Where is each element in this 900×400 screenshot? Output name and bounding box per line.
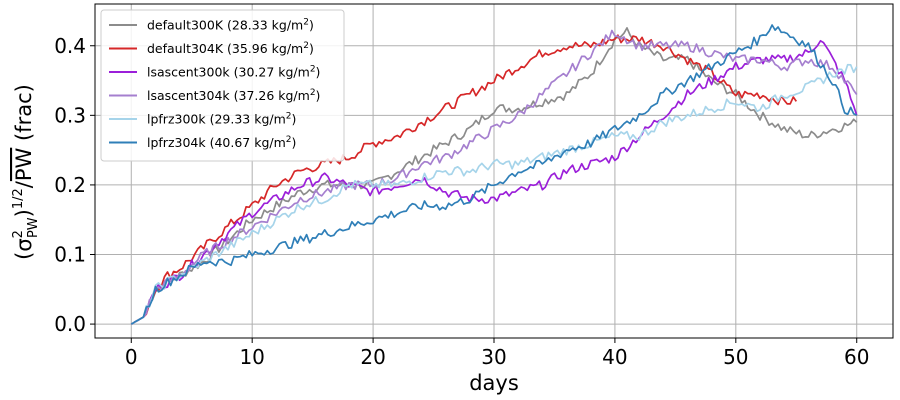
x-tick-label: 40 (602, 345, 627, 369)
legend-entry: lpfrz300k (29.33 kg/m2) (147, 112, 296, 127)
legend-entry: lsascent300k (30.27 kg/m2) (147, 65, 320, 80)
x-ticks: 0 10 20 30 40 50 60 (125, 338, 869, 369)
legend: default300K (28.33 kg/m2) default304K (35… (100, 9, 345, 162)
y-tick-label: 0.4 (54, 34, 86, 58)
legend-entry: default304K (35.96 kg/m2) (147, 41, 314, 56)
series-line-5 (130, 24, 858, 325)
svg-text:(σ2PW)1/2/PW (frac): (σ2PW)1/2/PW (frac) (11, 84, 41, 260)
y-axis-label: (σ2PW)1/2/PW (frac) (11, 84, 41, 260)
y-label-sup: 2 (11, 230, 26, 238)
y-label-pw: PW (12, 147, 36, 181)
legend-entry: lsascent304k (37.26 kg/m2) (147, 88, 320, 103)
x-tick-label: 0 (125, 345, 138, 369)
legend-entry: default300K (28.33 kg/m2) (147, 18, 314, 33)
y-label-open: (σ (12, 238, 36, 260)
y-tick-label: 0.3 (54, 103, 86, 127)
x-axis-label: days (469, 371, 519, 395)
x-tick-label: 10 (239, 345, 264, 369)
x-tick-label: 20 (360, 345, 385, 369)
y-label-frac: (frac) (12, 84, 36, 148)
x-tick-label: 60 (844, 345, 869, 369)
y-label-close: ) (12, 209, 36, 217)
series-line-0 (130, 27, 858, 325)
y-tick-label: 0.2 (54, 173, 86, 197)
x-tick-label: 50 (723, 345, 748, 369)
y-label-sub: PW (26, 217, 41, 238)
series-line-2 (130, 39, 858, 325)
y-ticks: 0.0 0.1 0.2 0.3 0.4 (54, 34, 95, 336)
series-line-4 (130, 63, 858, 325)
y-label-exp: 1/2 (11, 188, 26, 209)
series-lines (130, 24, 858, 325)
legend-box (100, 9, 345, 162)
series-line-3 (130, 29, 858, 325)
y-label-slash: / (12, 180, 36, 188)
y-tick-label: 0.1 (54, 243, 86, 267)
x-tick-label: 30 (481, 345, 506, 369)
y-tick-label: 0.0 (54, 312, 86, 336)
legend-entry: lpfrz304k (40.67 kg/m2) (147, 135, 296, 150)
